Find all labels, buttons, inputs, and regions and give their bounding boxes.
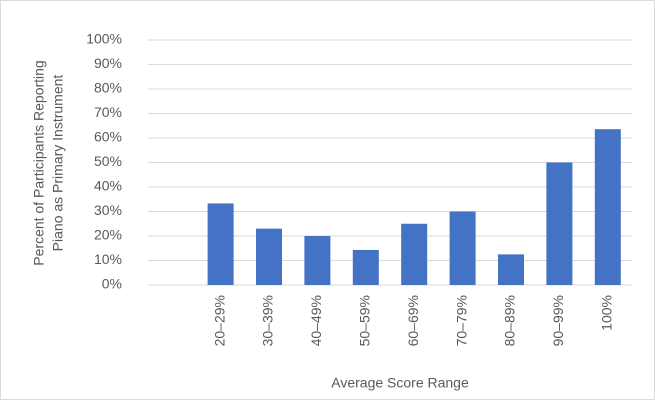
bar: [256, 228, 282, 285]
bar: [498, 254, 524, 285]
y-tick-label: 70%: [94, 104, 122, 120]
y-tick-label: 50%: [94, 153, 122, 169]
x-tick-label: 100%: [599, 295, 615, 331]
y-tick-label: 20%: [94, 227, 122, 243]
y-tick-label: 100%: [86, 31, 122, 47]
y-tick-label: 90%: [94, 55, 122, 71]
x-tick-label: 30–39%: [260, 295, 276, 346]
y-tick-label: 80%: [94, 80, 122, 96]
y-tick-label: 40%: [94, 178, 122, 194]
y-tick-label: 10%: [94, 251, 122, 267]
y-tick-label: 60%: [94, 129, 122, 145]
y-axis-label: Piano as Primary Instrument: [50, 75, 66, 252]
bar: [352, 249, 379, 285]
x-tick-label: 60–69%: [405, 295, 421, 346]
y-tick-label: 30%: [94, 202, 122, 218]
x-tick-label: 70–79%: [453, 295, 469, 346]
x-tick-label: 40–49%: [308, 295, 324, 346]
bar: [449, 211, 476, 285]
x-tick-label: 90–99%: [550, 295, 566, 346]
bar: [304, 236, 331, 285]
bar: [401, 223, 428, 285]
x-tick-label: 80–89%: [502, 295, 518, 346]
bar: [207, 203, 234, 285]
y-tick-label: 0%: [102, 276, 122, 292]
bar: [546, 162, 573, 285]
x-axis-label: Average Score Range: [331, 375, 469, 391]
y-axis-label: Percent of Participants Reporting: [31, 60, 47, 265]
bar: [594, 129, 621, 285]
x-tick-label: 20–29%: [211, 295, 227, 346]
x-tick-label: 50–59%: [357, 295, 373, 346]
